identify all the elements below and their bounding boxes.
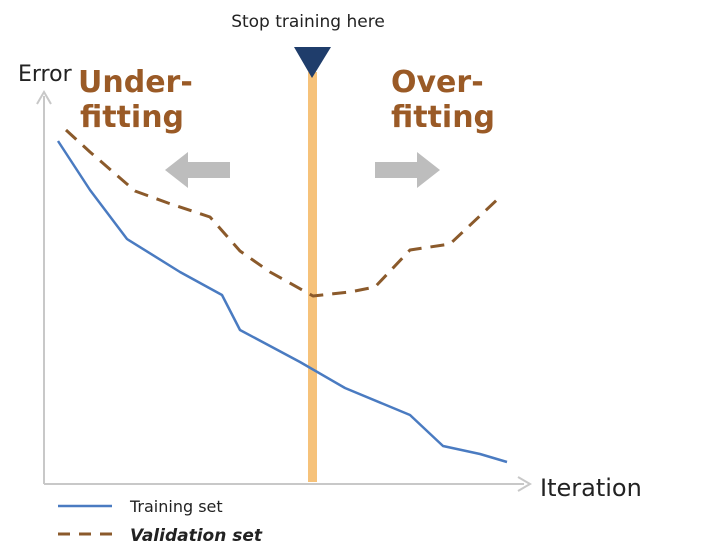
y-axis-arrowhead — [36, 90, 52, 105]
stop-training-line — [308, 72, 317, 482]
stop-marker-triangle — [294, 47, 331, 78]
axes — [36, 90, 532, 492]
stop-training-label: Stop training here — [231, 12, 385, 32]
left-arrow-icon — [165, 152, 230, 188]
validation-set-curve — [64, 128, 502, 298]
underfitting-label-line2: fitting — [80, 100, 184, 135]
x-axis-label: Iteration — [540, 474, 642, 502]
legend-label-validation: Validation set — [130, 526, 263, 546]
legend: Training set Validation set — [58, 497, 263, 546]
y-axis-label: Error — [18, 62, 73, 87]
overfitting-label-line1: Over- — [391, 65, 484, 100]
underfitting-label-line1: Under- — [78, 65, 193, 100]
legend-label-training: Training set — [129, 497, 223, 516]
overfitting-label-line2: fitting — [391, 100, 495, 135]
x-axis-arrowhead — [517, 476, 532, 492]
training-set-curve — [56, 140, 508, 464]
right-arrow-icon — [375, 152, 440, 188]
